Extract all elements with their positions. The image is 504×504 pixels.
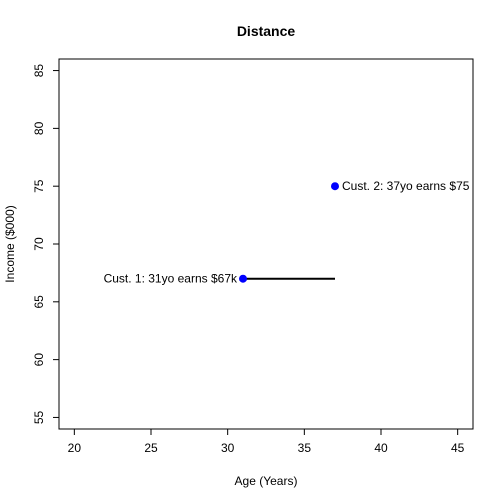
y-tick-label: 80 <box>32 121 46 135</box>
y-tick-label: 85 <box>32 64 46 78</box>
y-tick-label: 55 <box>32 410 46 424</box>
y-tick-label: 65 <box>32 295 46 309</box>
y-tick-label: 75 <box>32 179 46 193</box>
point-annotations: Cust. 1: 31yo earns $67k Cust. 2: 37yo ea… <box>104 179 470 286</box>
x-axis: 20 25 30 35 40 45 <box>68 429 465 455</box>
x-tick-label: 20 <box>68 441 82 455</box>
chart-title: Distance <box>237 23 296 39</box>
y-axis: 55 60 65 70 75 80 85 <box>32 64 59 424</box>
data-point <box>331 182 339 191</box>
y-tick-label: 60 <box>32 353 46 367</box>
x-tick-label: 40 <box>374 441 388 455</box>
plot-frame <box>58 58 474 430</box>
data-point <box>239 274 247 283</box>
x-axis-label: Age (Years) <box>235 474 298 488</box>
x-tick-label: 25 <box>144 441 158 455</box>
point-label: Cust. 2: 37yo earns $75 <box>342 179 470 193</box>
point-label: Cust. 1: 31yo earns $67k <box>104 272 238 286</box>
y-axis-label: Income ($000) <box>3 205 17 282</box>
data-points <box>239 182 339 283</box>
x-tick-label: 45 <box>451 441 465 455</box>
y-tick-label: 70 <box>32 237 46 251</box>
x-tick-label: 30 <box>221 441 235 455</box>
x-tick-label: 35 <box>298 441 312 455</box>
